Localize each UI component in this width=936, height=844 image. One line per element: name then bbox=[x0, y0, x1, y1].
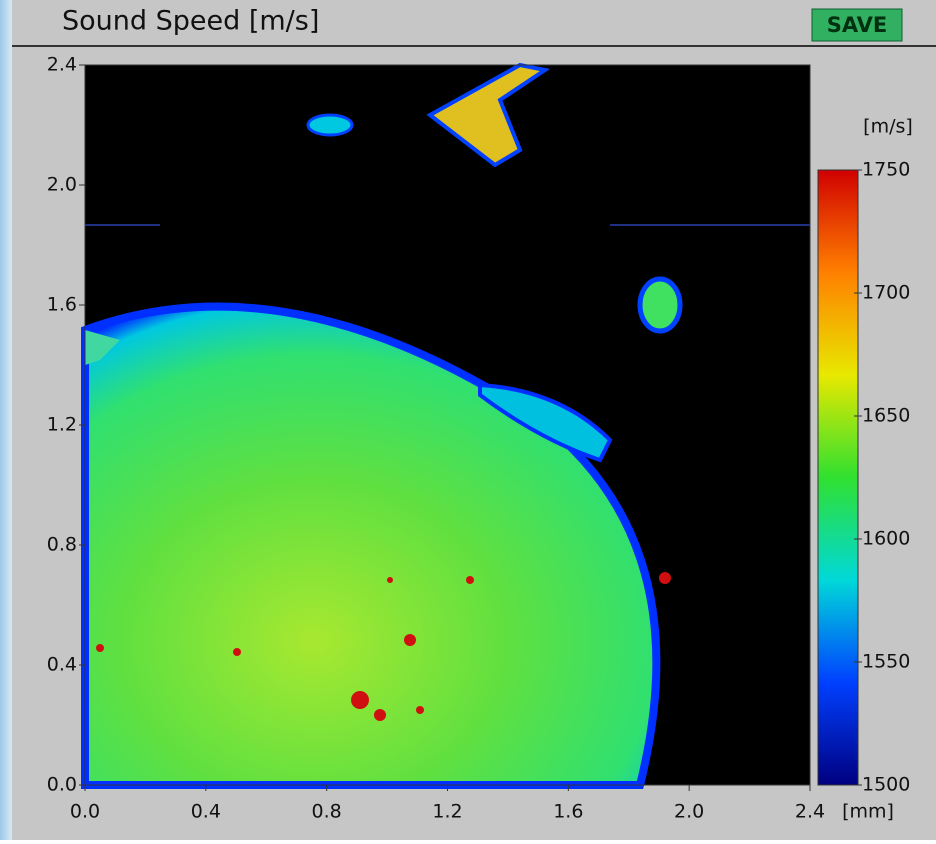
y-tick-label: 0.8 bbox=[47, 534, 77, 556]
x-unit: [mm] bbox=[842, 801, 894, 823]
app-window: Sound Speed [m/s] SAVE [m/s] [mm] 0.0 0.4… bbox=[0, 0, 936, 840]
x-tick-label: 0.8 bbox=[312, 801, 342, 823]
fragment bbox=[640, 279, 680, 331]
save-label[interactable]: SAVE bbox=[827, 13, 888, 37]
colorbar-tick-label: 1700 bbox=[862, 282, 910, 304]
x-tick-label: 0.0 bbox=[70, 801, 100, 823]
side-strip bbox=[0, 0, 12, 840]
x-tick-label: 1.6 bbox=[553, 801, 583, 823]
colorbar-unit: [m/s] bbox=[863, 116, 913, 138]
colorbar-tick-label: 1500 bbox=[862, 774, 910, 796]
y-tick-label: 0.4 bbox=[47, 654, 77, 676]
panel-title: Sound Speed [m/s] bbox=[62, 6, 319, 37]
colorbar-tick-label: 1650 bbox=[862, 405, 910, 427]
y-tick-label: 2.0 bbox=[47, 174, 77, 196]
colorbar bbox=[818, 170, 858, 785]
image bbox=[85, 65, 810, 785]
x-tick-label: 2.0 bbox=[674, 801, 704, 823]
x-tick-label: 2.4 bbox=[795, 801, 825, 823]
x-tick-label: 0.4 bbox=[191, 801, 221, 823]
colorbar-tick-label: 1600 bbox=[862, 528, 910, 550]
y-tick-label: 1.6 bbox=[47, 294, 77, 316]
y-tick-label: 2.4 bbox=[47, 54, 77, 76]
fragment bbox=[308, 115, 352, 135]
colorbar-tick-label: 1750 bbox=[862, 159, 910, 181]
colorbar-tick-label: 1550 bbox=[862, 651, 910, 673]
y-tick-label: 0.0 bbox=[47, 774, 77, 796]
x-tick-label: 1.2 bbox=[432, 801, 462, 823]
y-tick-label: 1.2 bbox=[47, 414, 77, 436]
